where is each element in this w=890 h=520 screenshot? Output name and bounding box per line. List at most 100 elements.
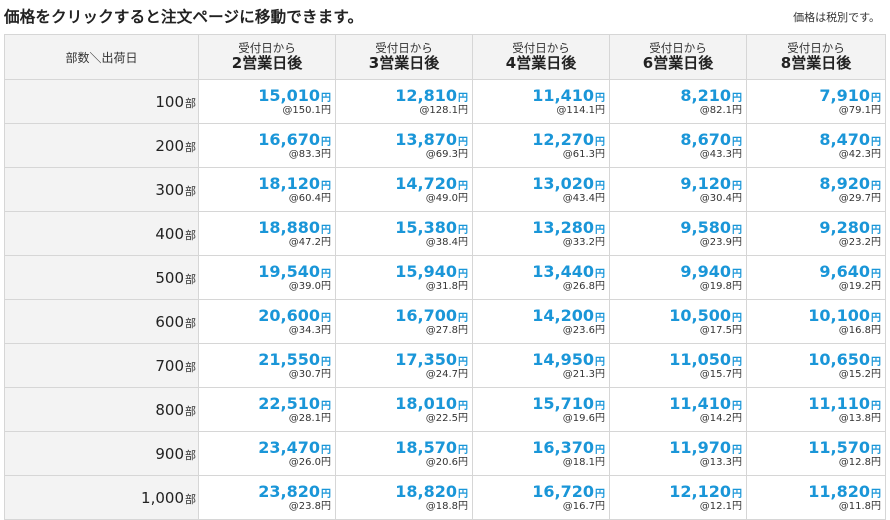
price-link[interactable]: 11,570円 @12.8円 <box>746 431 886 476</box>
price-link[interactable]: 20,600円 @34.3円 <box>198 299 336 344</box>
price-line: 16,670円 <box>199 131 331 149</box>
price-link[interactable]: 23,820円 @23.8円 <box>198 475 336 520</box>
yen-suffix: 円 <box>732 225 742 237</box>
price-link[interactable]: 9,940円 @19.8円 <box>609 255 747 300</box>
price-link[interactable]: 12,120円 @12.1円 <box>609 475 747 520</box>
price-link[interactable]: 14,720円 @49.0円 <box>335 167 473 212</box>
unit-price: @128.1円 <box>419 104 468 116</box>
price-link[interactable]: 17,350円 @24.7円 <box>335 343 473 388</box>
price-link[interactable]: 18,820円 @18.8円 <box>335 475 473 520</box>
yen-suffix: 円 <box>595 269 605 281</box>
yen-suffix: 円 <box>321 489 331 501</box>
price-link[interactable]: 23,470円 @26.0円 <box>198 431 336 476</box>
price-value: 9,580 <box>680 218 731 238</box>
column-header-3-days: 受付日から 3営業日後 <box>335 34 473 80</box>
price-link[interactable]: 11,110円 @13.8円 <box>746 387 886 432</box>
price-link[interactable]: 11,820円 @11.8円 <box>746 475 886 520</box>
price-value: 16,370 <box>532 438 594 458</box>
price-link[interactable]: 18,880円 @47.2円 <box>198 211 336 256</box>
price-link[interactable]: 15,380円 @38.4円 <box>335 211 473 256</box>
unit-price: @30.4円 <box>699 192 742 204</box>
price-value: 14,200 <box>532 306 594 326</box>
column-header-sub: 受付日から <box>649 40 707 55</box>
price-link[interactable]: 21,550円 @30.7円 <box>198 343 336 388</box>
price-link[interactable]: 14,200円 @23.6円 <box>472 299 610 344</box>
price-link[interactable]: 22,510円 @28.1円 <box>198 387 336 432</box>
yen-suffix: 円 <box>732 313 742 325</box>
yen-suffix: 円 <box>458 357 468 369</box>
price-link[interactable]: 8,670円 @43.3円 <box>609 123 747 168</box>
unit-price: @42.3円 <box>838 148 881 160</box>
price-line: 16,700円 <box>336 307 468 325</box>
price-link[interactable]: 16,720円 @16.7円 <box>472 475 610 520</box>
yen-suffix: 円 <box>321 269 331 281</box>
price-link[interactable]: 15,940円 @31.8円 <box>335 255 473 300</box>
quantity-cell: 1,000部 <box>4 475 199 520</box>
yen-suffix: 円 <box>871 489 881 501</box>
unit-price: @22.5円 <box>425 412 468 424</box>
price-link[interactable]: 13,020円 @43.4円 <box>472 167 610 212</box>
price-link[interactable]: 13,440円 @26.8円 <box>472 255 610 300</box>
quantity-value: 100 <box>155 93 184 111</box>
price-line: 9,640円 <box>747 263 881 281</box>
price-link[interactable]: 11,970円 @13.3円 <box>609 431 747 476</box>
price-link[interactable]: 10,100円 @16.8円 <box>746 299 886 344</box>
price-line: 16,370円 <box>473 439 605 457</box>
column-header-main: 4営業日後 <box>505 53 577 72</box>
price-link[interactable]: 8,210円 @82.1円 <box>609 79 747 124</box>
unit-price: @18.1円 <box>562 456 605 468</box>
quantity-unit: 部 <box>185 317 196 330</box>
price-link[interactable]: 18,570円 @20.6円 <box>335 431 473 476</box>
column-header-8-days: 受付日から 8営業日後 <box>746 34 886 80</box>
price-link[interactable]: 19,540円 @39.0円 <box>198 255 336 300</box>
price-link[interactable]: 13,280円 @33.2円 <box>472 211 610 256</box>
price-line: 14,950円 <box>473 351 605 369</box>
price-link[interactable]: 7,910円 @79.1円 <box>746 79 886 124</box>
unit-price: @61.3円 <box>562 148 605 160</box>
price-link[interactable]: 8,920円 @29.7円 <box>746 167 886 212</box>
yen-suffix: 円 <box>871 269 881 281</box>
price-line: 12,810円 <box>336 87 468 105</box>
table-row: 200部 16,670円 @83.3円 13,870円 @69.3円 12,270円 @61… <box>4 123 886 168</box>
price-value: 14,720 <box>395 174 457 194</box>
price-value: 11,410 <box>669 394 731 414</box>
price-link[interactable]: 16,370円 @18.1円 <box>472 431 610 476</box>
price-link[interactable]: 11,410円 @114.1円 <box>472 79 610 124</box>
price-link[interactable]: 15,710円 @19.6円 <box>472 387 610 432</box>
price-link[interactable]: 13,870円 @69.3円 <box>335 123 473 168</box>
unit-price: @19.2円 <box>838 280 881 292</box>
price-link[interactable]: 16,670円 @83.3円 <box>198 123 336 168</box>
price-link[interactable]: 14,950円 @21.3円 <box>472 343 610 388</box>
yen-suffix: 円 <box>458 313 468 325</box>
price-link[interactable]: 10,650円 @15.2円 <box>746 343 886 388</box>
price-line: 13,870円 <box>336 131 468 149</box>
price-value: 11,820 <box>808 482 870 502</box>
price-link[interactable]: 16,700円 @27.8円 <box>335 299 473 344</box>
unit-price: @39.0円 <box>288 280 331 292</box>
price-link[interactable]: 18,010円 @22.5円 <box>335 387 473 432</box>
yen-suffix: 円 <box>321 137 331 149</box>
price-link[interactable]: 10,500円 @17.5円 <box>609 299 747 344</box>
price-link[interactable]: 9,580円 @23.9円 <box>609 211 747 256</box>
price-line: 9,940円 <box>610 263 742 281</box>
price-link[interactable]: 11,050円 @15.7円 <box>609 343 747 388</box>
price-value: 15,710 <box>532 394 594 414</box>
price-link[interactable]: 9,280円 @23.2円 <box>746 211 886 256</box>
unit-price: @20.6円 <box>425 456 468 468</box>
price-line: 8,210円 <box>610 87 742 105</box>
price-link[interactable]: 12,270円 @61.3円 <box>472 123 610 168</box>
price-link[interactable]: 11,410円 @14.2円 <box>609 387 747 432</box>
price-link[interactable]: 9,640円 @19.2円 <box>746 255 886 300</box>
price-link[interactable]: 18,120円 @60.4円 <box>198 167 336 212</box>
price-link[interactable]: 8,470円 @42.3円 <box>746 123 886 168</box>
quantity-value: 200 <box>155 137 184 155</box>
quantity-cell: 500部 <box>4 255 199 300</box>
quantity-unit: 部 <box>185 361 196 374</box>
page-title: 価格をクリックすると注文ページに移動できます。 <box>4 8 364 26</box>
price-line: 7,910円 <box>747 87 881 105</box>
price-link[interactable]: 15,010円 @150.1円 <box>198 79 336 124</box>
price-line: 18,570円 <box>336 439 468 457</box>
price-link[interactable]: 12,810円 @128.1円 <box>335 79 473 124</box>
price-value: 13,440 <box>532 262 594 282</box>
price-link[interactable]: 9,120円 @30.4円 <box>609 167 747 212</box>
